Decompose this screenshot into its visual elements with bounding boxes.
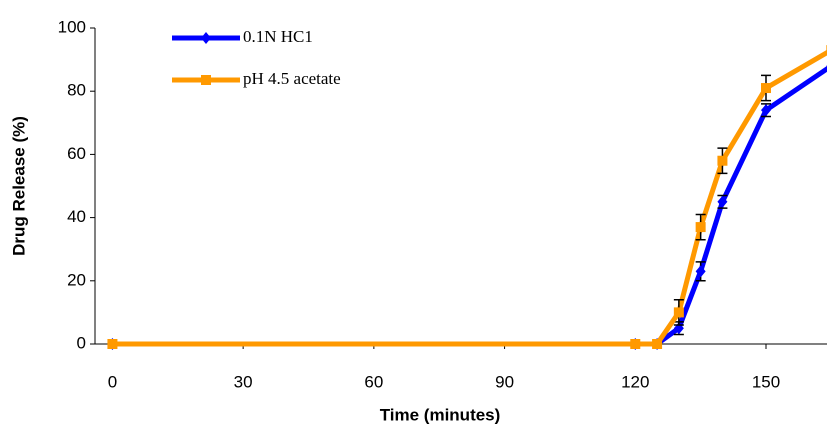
y-axis-label: Drug Release (%) bbox=[9, 116, 28, 256]
y-tick-label: 100 bbox=[58, 17, 86, 36]
marker bbox=[717, 155, 728, 166]
plot-area bbox=[107, 45, 827, 350]
x-tick-label: 90 bbox=[495, 372, 514, 391]
y-tick-label: 60 bbox=[67, 144, 86, 163]
x-axis-label: Time (minutes) bbox=[380, 405, 501, 424]
x-tick-label: 60 bbox=[364, 372, 383, 391]
legend-label: pH 4.5 acetate bbox=[243, 69, 341, 88]
legend-marker bbox=[201, 32, 211, 44]
marker bbox=[630, 339, 641, 349]
marker bbox=[761, 104, 771, 117]
marker bbox=[107, 339, 118, 349]
x-tick-label: 30 bbox=[234, 372, 253, 391]
legend-marker bbox=[201, 75, 211, 85]
marker bbox=[695, 222, 706, 233]
series-line bbox=[112, 65, 827, 347]
marker bbox=[673, 307, 684, 318]
marker bbox=[717, 195, 728, 208]
x-tick-label: 150 bbox=[752, 372, 780, 391]
y-tick-label: 80 bbox=[67, 81, 86, 100]
y-tick-label: 40 bbox=[67, 207, 86, 226]
x-tick-label: 120 bbox=[621, 372, 649, 391]
marker bbox=[695, 265, 706, 278]
y-tick-label: 20 bbox=[67, 270, 86, 289]
series-line bbox=[112, 49, 827, 347]
x-tick-label: 0 bbox=[108, 372, 117, 391]
y-tick-label: 0 bbox=[77, 333, 86, 352]
legend-label: 0.1N HC1 bbox=[243, 27, 313, 46]
marker bbox=[761, 83, 771, 94]
marker bbox=[652, 339, 663, 349]
